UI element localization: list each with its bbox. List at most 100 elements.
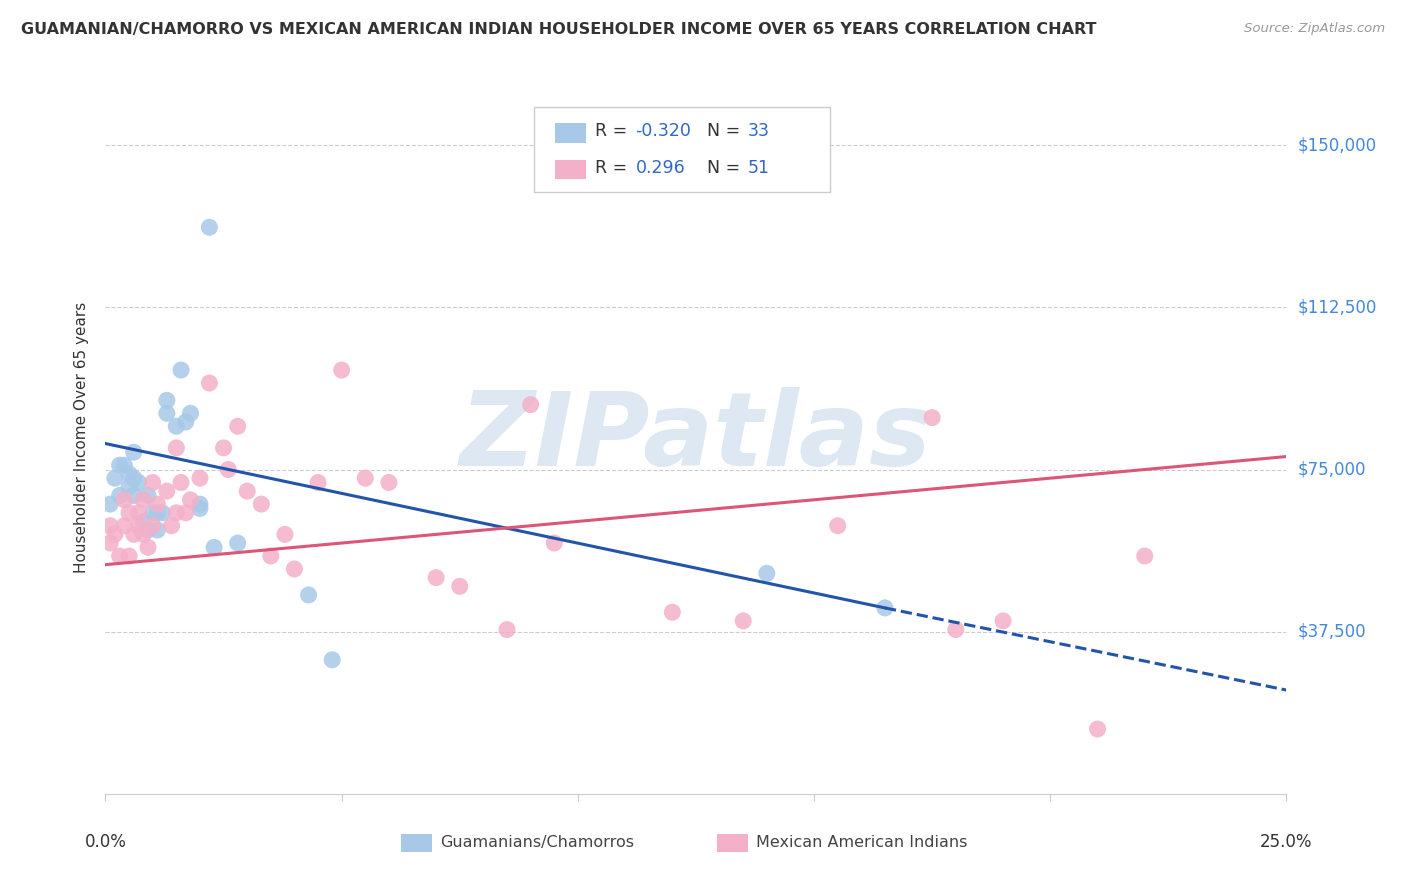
Point <box>122 445 145 459</box>
Point <box>156 484 179 499</box>
Point <box>250 497 273 511</box>
Point <box>118 506 141 520</box>
Point <box>146 506 169 520</box>
Point <box>519 398 541 412</box>
Point <box>307 475 329 490</box>
Point <box>283 562 305 576</box>
Point <box>330 363 353 377</box>
Point <box>170 475 193 490</box>
Point <box>378 475 401 490</box>
Point <box>274 527 297 541</box>
Point <box>165 441 187 455</box>
Point <box>108 458 131 473</box>
Point <box>236 484 259 499</box>
Point <box>98 497 121 511</box>
Point <box>198 220 221 235</box>
Text: 25.0%: 25.0% <box>1260 833 1313 851</box>
Text: $75,000: $75,000 <box>1298 460 1367 478</box>
Point <box>118 549 141 563</box>
Point <box>733 614 755 628</box>
Point <box>945 623 967 637</box>
Point <box>174 506 197 520</box>
Point <box>150 506 173 520</box>
Point <box>142 475 165 490</box>
Point <box>188 471 211 485</box>
Text: R =: R = <box>595 122 633 140</box>
Point <box>136 523 159 537</box>
Point <box>202 541 225 555</box>
Point <box>136 541 159 555</box>
Point <box>142 518 165 533</box>
Point <box>122 488 145 502</box>
Point <box>132 527 155 541</box>
Point <box>755 566 778 581</box>
Text: $112,500: $112,500 <box>1298 298 1376 317</box>
Text: Source: ZipAtlas.com: Source: ZipAtlas.com <box>1244 22 1385 36</box>
Point <box>661 605 683 619</box>
Point <box>991 614 1014 628</box>
Point <box>226 536 249 550</box>
Point <box>132 492 155 507</box>
Text: 0.0%: 0.0% <box>84 833 127 851</box>
Point <box>425 571 447 585</box>
Text: 33: 33 <box>748 122 770 140</box>
Point <box>179 406 201 420</box>
Point <box>160 518 183 533</box>
Point <box>449 579 471 593</box>
Point <box>156 406 179 420</box>
Point <box>122 527 145 541</box>
Point <box>260 549 283 563</box>
Point <box>174 415 197 429</box>
Point <box>112 518 135 533</box>
Text: GUAMANIAN/CHAMORRO VS MEXICAN AMERICAN INDIAN HOUSEHOLDER INCOME OVER 65 YEARS C: GUAMANIAN/CHAMORRO VS MEXICAN AMERICAN I… <box>21 22 1097 37</box>
Text: N =: N = <box>707 122 747 140</box>
Point <box>212 441 235 455</box>
Point <box>132 515 155 529</box>
Text: N =: N = <box>707 159 747 177</box>
Point <box>921 410 943 425</box>
Point <box>112 458 135 473</box>
Point <box>170 363 193 377</box>
Point <box>108 549 131 563</box>
Point <box>354 471 377 485</box>
Text: Mexican American Indians: Mexican American Indians <box>756 836 967 850</box>
Point <box>146 497 169 511</box>
Point <box>118 467 141 481</box>
Point <box>188 501 211 516</box>
Point <box>827 518 849 533</box>
Point <box>226 419 249 434</box>
Point <box>321 653 343 667</box>
Point <box>122 471 145 485</box>
Point <box>128 506 150 520</box>
Y-axis label: Householder Income Over 65 years: Householder Income Over 65 years <box>75 301 90 573</box>
Point <box>98 536 121 550</box>
Text: $37,500: $37,500 <box>1298 623 1367 640</box>
Point <box>136 488 159 502</box>
Point <box>146 523 169 537</box>
Text: $150,000: $150,000 <box>1298 136 1376 154</box>
Point <box>108 488 131 502</box>
Text: 51: 51 <box>748 159 770 177</box>
Point <box>118 480 141 494</box>
Point <box>873 601 896 615</box>
Point <box>165 419 187 434</box>
Point <box>179 492 201 507</box>
Point <box>104 527 127 541</box>
Point <box>543 536 565 550</box>
Text: Guamanians/Chamorros: Guamanians/Chamorros <box>440 836 634 850</box>
Text: R =: R = <box>595 159 638 177</box>
Text: 0.296: 0.296 <box>636 159 685 177</box>
Point <box>297 588 319 602</box>
Point <box>1133 549 1156 563</box>
Point <box>217 462 239 476</box>
Point <box>156 393 179 408</box>
Point <box>128 518 150 533</box>
Point <box>198 376 221 390</box>
Point <box>165 506 187 520</box>
Point <box>128 475 150 490</box>
Point <box>1087 722 1109 736</box>
Point <box>112 492 135 507</box>
Point <box>104 471 127 485</box>
Text: -0.320: -0.320 <box>636 122 692 140</box>
Point <box>496 623 519 637</box>
